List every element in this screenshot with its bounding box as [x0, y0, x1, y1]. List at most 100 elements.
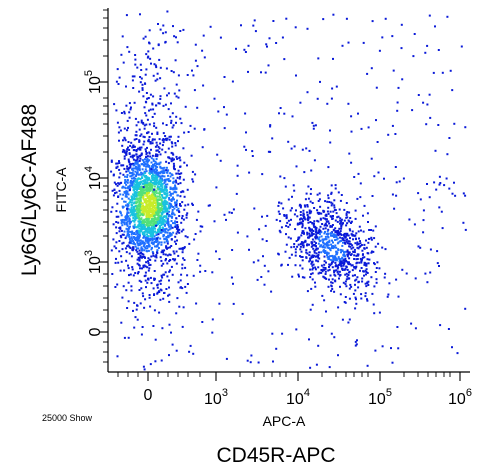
event-dot — [156, 181, 159, 184]
event-dot — [165, 221, 168, 224]
event-dot — [329, 129, 331, 132]
event-dot — [349, 237, 351, 240]
event-dot — [129, 187, 132, 190]
event-dot — [123, 167, 126, 170]
event-dot — [128, 185, 131, 188]
event-dot — [228, 211, 231, 214]
event-dot — [136, 180, 138, 183]
event-dot — [160, 359, 163, 362]
event-dot — [146, 228, 149, 230]
event-dot — [127, 169, 130, 172]
event-dot — [318, 198, 321, 201]
event-dot — [361, 249, 364, 252]
event-dot — [350, 264, 353, 267]
event-dot — [133, 233, 135, 235]
event-dot — [151, 187, 154, 190]
event-dot — [153, 191, 156, 194]
event-dot — [150, 183, 153, 186]
event-dot — [148, 194, 151, 197]
event-dot — [120, 255, 123, 258]
event-dot — [307, 215, 310, 218]
event-dot — [314, 266, 317, 269]
event-dot — [132, 217, 135, 219]
event-dot — [177, 281, 180, 284]
event-dot — [168, 191, 171, 194]
event-dot — [160, 251, 163, 254]
event-dot — [361, 258, 363, 261]
event-dot — [151, 165, 154, 168]
event-dot — [162, 223, 165, 226]
event-dot — [336, 220, 339, 223]
event-dot — [388, 282, 391, 285]
event-dot — [153, 235, 156, 238]
event-dot — [295, 209, 297, 212]
event-dot — [435, 188, 438, 191]
event-dot — [139, 200, 142, 203]
event-dot — [290, 253, 293, 256]
event-dot — [327, 194, 330, 197]
event-dot — [166, 219, 169, 222]
event-dot — [364, 264, 367, 267]
event-dot — [196, 106, 199, 109]
event-dot — [166, 170, 169, 172]
event-dot — [136, 171, 139, 174]
event-dot — [172, 162, 175, 165]
event-dot — [140, 280, 143, 283]
event-dot — [193, 89, 196, 92]
event-dot — [116, 355, 119, 358]
event-dot — [155, 66, 158, 69]
event-dot — [439, 324, 442, 327]
event-dot — [322, 18, 325, 21]
event-dot — [279, 175, 282, 178]
event-dot — [183, 246, 186, 249]
event-dot — [163, 237, 166, 240]
event-dot — [316, 211, 319, 214]
event-dot — [334, 187, 337, 190]
event-dot — [189, 344, 192, 347]
event-dot — [124, 247, 127, 250]
event-dot — [326, 200, 329, 203]
event-dot — [136, 188, 138, 191]
event-dot — [361, 277, 364, 280]
event-dot — [349, 243, 352, 246]
event-dot — [166, 10, 169, 13]
event-dot — [331, 281, 334, 284]
event-dot — [332, 233, 335, 236]
event-dot — [171, 112, 174, 115]
event-dot — [164, 205, 167, 208]
event-dot — [351, 244, 354, 247]
event-dot — [172, 258, 175, 261]
event-dot — [261, 173, 264, 176]
event-dot — [147, 50, 150, 53]
event-dot — [137, 271, 140, 273]
event-dot — [142, 121, 145, 124]
event-dot — [167, 236, 170, 239]
event-dot — [272, 20, 275, 22]
event-dot — [150, 282, 153, 285]
event-dot — [138, 173, 141, 176]
event-dot — [126, 176, 129, 178]
event-dot — [157, 233, 160, 236]
event-dot — [375, 281, 378, 284]
event-dot — [181, 190, 184, 193]
event-dot — [429, 116, 432, 119]
event-dot — [138, 159, 141, 162]
event-dot — [149, 207, 152, 210]
event-dot — [417, 94, 420, 96]
event-dot — [375, 278, 378, 281]
event-dot — [132, 226, 135, 229]
event-dot — [168, 253, 171, 256]
event-dot — [162, 122, 164, 125]
event-dot — [308, 235, 311, 238]
event-dot — [157, 242, 160, 245]
event-dot — [124, 139, 127, 142]
event-dot — [118, 189, 121, 192]
event-dot — [138, 164, 140, 167]
event-dot — [414, 277, 417, 280]
event-dot — [155, 190, 158, 193]
event-dot — [121, 186, 124, 189]
event-dot — [138, 235, 141, 238]
event-dot — [422, 231, 425, 234]
event-dot — [197, 210, 200, 213]
event-dot — [132, 144, 135, 147]
